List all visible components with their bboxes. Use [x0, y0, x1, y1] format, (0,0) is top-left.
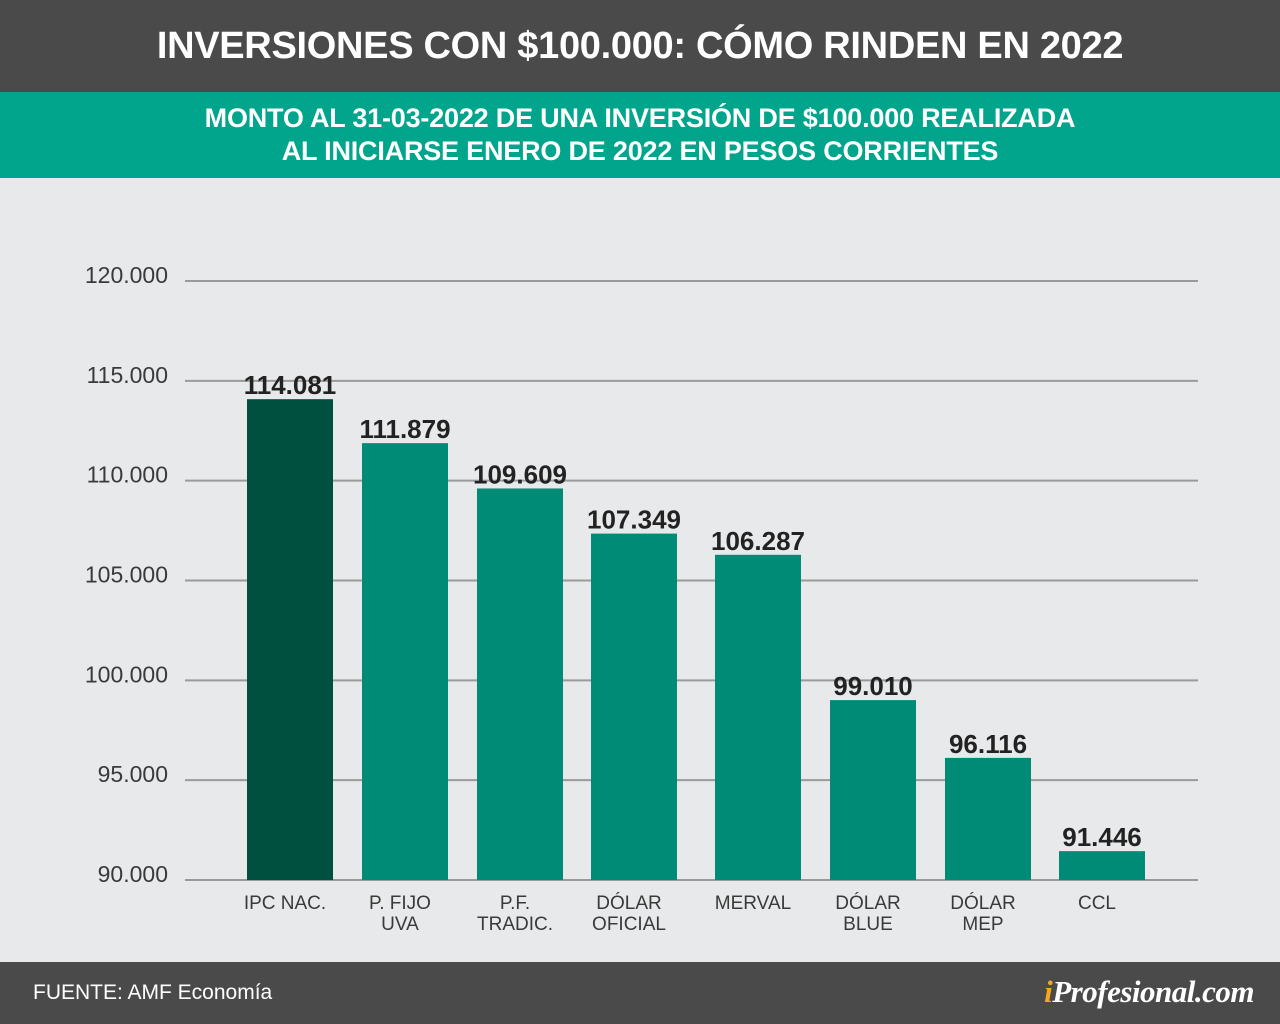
- bar-value-label: 111.879: [359, 414, 450, 444]
- x-category-label: TRADIC.: [477, 914, 553, 935]
- bar: [591, 533, 677, 880]
- x-category-label: DÓLAR: [950, 892, 1015, 914]
- x-category-label: IPC NAC.: [244, 893, 326, 914]
- y-tick-label: 110.000: [87, 462, 168, 488]
- x-category-label: CCL: [1078, 893, 1116, 914]
- bar: [945, 757, 1031, 880]
- x-category-label: DÓLAR: [596, 892, 661, 914]
- y-tick-label: 95.000: [98, 761, 168, 787]
- bar: [715, 554, 801, 880]
- bar-value-label: 106.287: [711, 526, 805, 556]
- x-category-label: P. FIJO: [369, 893, 431, 914]
- bar: [362, 443, 448, 880]
- brand-logo: iProfesional.com: [1044, 974, 1254, 1010]
- brand-logo-text: Profesional.com: [1052, 974, 1254, 1009]
- x-category-label: MEP: [962, 914, 1003, 935]
- bar-value-label: 114.081: [244, 370, 337, 400]
- bar-chart-svg: 120.000 115.000 110.000 105.000 100.000 95.00…: [85, 262, 1198, 935]
- x-category-label: BLUE: [843, 914, 893, 935]
- y-tick-label: 115.000: [87, 362, 168, 388]
- bar: [477, 488, 563, 880]
- bar-value-label: 109.609: [473, 459, 567, 489]
- y-tick-label: 120.000: [85, 262, 168, 288]
- source-note: FUENTE: AMF Economía: [33, 981, 273, 1004]
- bar-value-label: 91.446: [1062, 822, 1142, 852]
- title-bar: INVERSIONES CON $100.000: CÓMO RINDEN EN…: [0, 0, 1280, 92]
- brand-logo-i: i: [1044, 974, 1053, 1009]
- bar-value-label: 99.010: [833, 671, 913, 701]
- bar-value-label: 96.116: [949, 729, 1027, 759]
- y-tick-label: 100.000: [85, 661, 168, 687]
- subtitle-bar: MONTO AL 31-03-2022 DE UNA INVERSIÓN DE …: [0, 92, 1280, 178]
- y-tick-label: 90.000: [98, 861, 168, 887]
- bar-chart: 120.000 115.000 110.000 105.000 100.000 95.00…: [0, 178, 1280, 962]
- bar: [1059, 851, 1145, 880]
- y-tick-label: 105.000: [85, 562, 168, 588]
- x-category-label: P.F.: [500, 893, 530, 914]
- bar: [830, 700, 916, 880]
- subtitle-line-2: AL INICIARSE ENERO DE 2022 EN PESOS CORR…: [281, 136, 999, 166]
- x-category-label: DÓLAR: [835, 892, 900, 914]
- footer: FUENTE: AMF Economía iProfesional.com: [0, 962, 1280, 1024]
- x-category-label: MERVAL: [715, 893, 791, 914]
- x-category-label: UVA: [381, 914, 419, 935]
- x-category-label: OFICIAL: [592, 914, 666, 935]
- subtitle-line-1: MONTO AL 31-03-2022 DE UNA INVERSIÓN DE …: [204, 103, 1076, 133]
- bar: [247, 399, 333, 880]
- bar-value-label: 107.349: [587, 505, 681, 535]
- page-title: INVERSIONES CON $100.000: CÓMO RINDEN EN…: [156, 24, 1124, 67]
